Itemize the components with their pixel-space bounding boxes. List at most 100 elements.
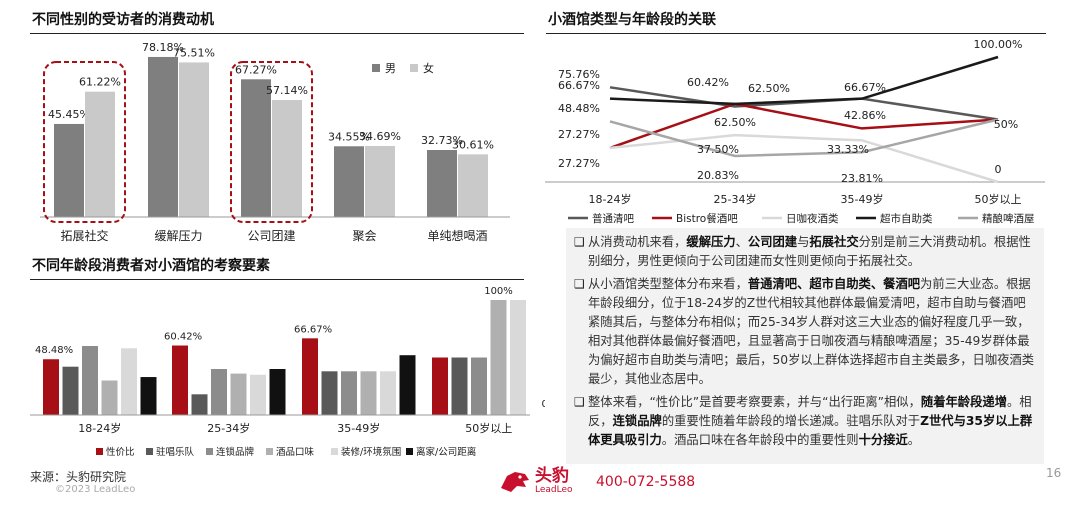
category-label: 18-24岁: [589, 192, 632, 206]
summary-highlight: 公司团建: [747, 235, 798, 249]
data-label: 48.48%: [558, 102, 600, 115]
category-label: 缓解压力: [154, 229, 202, 243]
legend-swatch: [410, 64, 418, 72]
category-label: 聚会: [352, 229, 376, 243]
summary-paragraph: ❑ 从消费动机来看，缓解压力、公司团建与拓展社交分别是前三大消费动机。根据性别细…: [574, 233, 1036, 271]
category-label: 50岁以上: [975, 192, 1022, 206]
summary-text: 从小酒馆类型整体分布来看，普通清吧、超市自助类、餐酒吧为前三大业态。根据年龄段细…: [588, 275, 1036, 389]
category-label: 25-34岁: [207, 421, 250, 435]
bar: [334, 146, 364, 217]
series-line: [609, 55, 999, 106]
summary-highlight: 普通清吧、超市自助类、餐酒吧: [747, 277, 921, 291]
data-label: 75.51%: [173, 46, 215, 59]
bar: [510, 300, 526, 415]
data-label: 62.50%: [748, 82, 790, 95]
summary-highlight: 缓解压力: [686, 235, 736, 249]
legend-label: 连锁品牌: [216, 446, 255, 458]
data-label: 66.67%: [294, 324, 332, 335]
legend-label: 离家/公司距离: [416, 446, 476, 458]
bar: [230, 373, 247, 415]
summary-paragraph: ❑ 整体来看，“性价比”是首要考察要素，并与“出行距离”相似，随着年龄段递增。相…: [574, 393, 1036, 450]
legend-label: 超市自助类: [880, 212, 933, 225]
summary-segment: 为前三大业态。根据年龄段细分，位于18-24岁的Z世代相较其他群体最偏爱清吧，超…: [588, 277, 1035, 386]
summary-highlight: 随着年龄段递增: [920, 395, 1007, 409]
summary-paragraph: ❑ 从小酒馆类型整体分布来看，普通清吧、超市自助类、餐酒吧为前三大业态。根据年龄…: [574, 275, 1036, 389]
summary-segment: 。: [907, 433, 921, 447]
bar: [179, 62, 209, 217]
data-label: 37.50%: [697, 143, 739, 156]
data-label: 0.00%: [542, 399, 546, 410]
copyright-note: ©2023 LeadLeo: [55, 484, 136, 495]
bar: [399, 355, 416, 415]
bar: [121, 348, 137, 415]
data-label: 30.61%: [452, 138, 494, 151]
data-label: 32.73%: [421, 134, 463, 147]
category-label: 拓展社交: [60, 228, 108, 243]
bar: [82, 346, 98, 415]
page-number: 16: [1046, 466, 1062, 480]
data-label: 78.18%: [142, 41, 184, 54]
summary-segment: 整体来看，“性价比”是首要考察要素，并与“出行距离”相似，: [588, 395, 921, 409]
chart1-title: 不同性别的受访者的消费动机: [32, 12, 214, 28]
bar: [140, 377, 157, 415]
brand-subname: LeadLeo: [535, 485, 573, 495]
category-label: 25-34岁: [714, 192, 757, 206]
brand-name: 头豹: [535, 466, 569, 486]
data-label: 48.48%: [35, 345, 73, 356]
data-label: 57.14%: [266, 84, 308, 97]
data-label: 27.27%: [558, 157, 600, 170]
data-label: 100.00%: [974, 38, 1023, 51]
bar: [250, 374, 266, 415]
data-label: 0: [995, 163, 1002, 176]
bar: [85, 91, 115, 217]
summary-segment: 的重要性随着年龄段的增长递减。驻唱乐队对于: [661, 414, 921, 428]
bar: [451, 357, 468, 415]
summary-highlight: 连锁品牌: [612, 414, 662, 428]
summary-segment: 。酒品口味在各年龄段中的重要性则: [661, 433, 859, 447]
leopard-logo-icon: [501, 472, 529, 492]
bar: [302, 338, 318, 415]
data-label: 34.55%: [328, 130, 370, 143]
data-label: 27.27%: [558, 128, 600, 141]
legend-label: 女: [423, 61, 434, 75]
legend-label: 精酿啤酒屋: [982, 212, 1035, 225]
series-line: [609, 133, 999, 184]
legend-swatch: [331, 448, 338, 455]
data-label: 75.76%: [558, 68, 600, 81]
bar: [341, 371, 357, 415]
legend-label: 男: [385, 62, 396, 75]
checkbox-bullet-icon: ❑: [574, 277, 585, 291]
pub-type-by-age-chart: 75.76% 60.42% 66.67% 27.27% 62.50% 42.86% 27.2…: [545, 38, 1045, 225]
bar: [321, 371, 338, 415]
data-label: 62.50%: [714, 116, 756, 129]
checkbox-bullet-icon: ❑: [574, 395, 585, 409]
motivation-by-gender-chart: 45.45% 61.22% 拓展社交 78.18%75.51% 缓解压力 67.27% 57…: [40, 41, 510, 243]
data-label: 66.67%: [558, 79, 600, 92]
checkbox-bullet-icon: ❑: [574, 235, 585, 249]
data-label: 42.86%: [844, 109, 886, 122]
category-label: 35-49岁: [337, 421, 380, 435]
data-label: 20.83%: [697, 169, 739, 182]
bar: [101, 380, 118, 415]
data-label: 66.67%: [844, 81, 886, 94]
summary-highlight: 十分接近: [858, 433, 908, 447]
bar: [172, 345, 188, 415]
bar: [272, 100, 302, 217]
summary-text: 整体来看，“性价比”是首要考察要素，并与“出行距离”相似，随着年龄段递增。相反，…: [588, 393, 1036, 450]
legend-label: 装修/环境氛围: [341, 446, 401, 458]
series-line: [609, 118, 999, 158]
summary-highlight: 拓展社交: [809, 235, 859, 249]
data-label: 61.22%: [79, 76, 121, 89]
data-label: 34.69%: [359, 130, 401, 143]
legend-label: 普通清吧: [592, 212, 634, 225]
bar: [211, 369, 227, 415]
legend-label: 驻唱乐队: [156, 446, 195, 458]
bar: [458, 154, 488, 217]
legend-swatch: [146, 448, 153, 455]
summary-segment: 。相反，: [588, 395, 1032, 428]
bar: [490, 300, 507, 415]
category-label: 18-24岁: [78, 421, 121, 435]
data-label: 60.42%: [164, 332, 202, 343]
summary-highlight: Z世代与35岁以上群体更具吸引力: [588, 414, 1033, 447]
summary-panel: ❑ 从消费动机来看，缓解压力、公司团建与拓展社交分别是前三大消费动机。根据性别细…: [566, 228, 1044, 464]
